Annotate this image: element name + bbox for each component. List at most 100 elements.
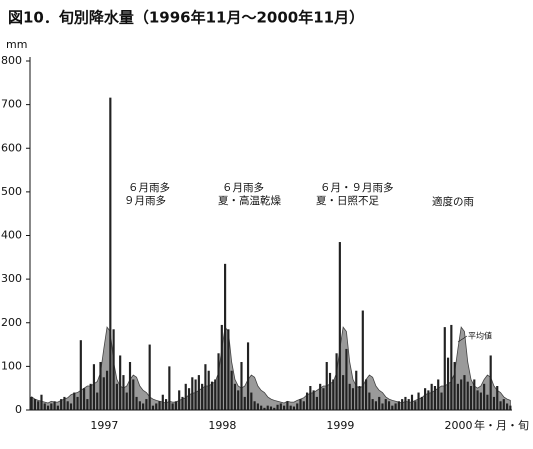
legend-label: 平均値 bbox=[468, 331, 492, 341]
bar bbox=[115, 383, 118, 410]
bar bbox=[233, 383, 237, 410]
bar bbox=[460, 379, 463, 410]
annotation: ６月雨多 bbox=[128, 181, 170, 194]
bar bbox=[214, 379, 217, 410]
bar bbox=[319, 383, 322, 410]
bar bbox=[499, 401, 502, 410]
bar bbox=[453, 362, 456, 410]
bar bbox=[351, 388, 355, 410]
bar bbox=[446, 357, 450, 410]
bar bbox=[342, 375, 345, 410]
bar bbox=[76, 396, 79, 410]
x-tick-label: 1998 bbox=[208, 419, 236, 432]
bar bbox=[158, 401, 161, 410]
bar bbox=[138, 401, 141, 410]
bar bbox=[486, 394, 489, 410]
bar bbox=[387, 401, 391, 410]
bar bbox=[273, 407, 276, 410]
bar bbox=[368, 392, 371, 410]
bar bbox=[187, 388, 191, 410]
bar bbox=[450, 324, 453, 410]
bar bbox=[260, 405, 263, 410]
annotation: 夏・日照不足 bbox=[316, 195, 379, 207]
bar bbox=[240, 362, 243, 410]
bar bbox=[69, 403, 73, 410]
bar bbox=[102, 377, 105, 410]
annotation: 適度の雨 bbox=[432, 195, 474, 208]
bar bbox=[112, 329, 115, 410]
bar bbox=[496, 386, 499, 410]
bar bbox=[420, 396, 423, 410]
bar bbox=[479, 392, 482, 410]
bar bbox=[217, 353, 220, 410]
bar bbox=[315, 396, 318, 410]
bar bbox=[394, 403, 397, 410]
y-tick-label: 100 bbox=[1, 359, 22, 372]
bar bbox=[430, 383, 433, 410]
bar bbox=[374, 401, 378, 410]
bar bbox=[151, 405, 155, 410]
bar bbox=[338, 242, 341, 410]
bar bbox=[56, 405, 59, 410]
bar bbox=[73, 392, 76, 410]
bar bbox=[443, 327, 446, 410]
y-tick-label: 600 bbox=[1, 141, 22, 154]
bar bbox=[66, 401, 69, 410]
bar bbox=[220, 324, 223, 410]
bar bbox=[227, 329, 230, 410]
bar bbox=[325, 362, 328, 410]
bar bbox=[148, 344, 151, 410]
bar bbox=[305, 392, 309, 410]
bar bbox=[381, 403, 384, 410]
bar bbox=[489, 355, 492, 410]
bar bbox=[332, 379, 335, 410]
x-tick-label: 2000 bbox=[444, 419, 472, 432]
bar bbox=[473, 379, 476, 410]
bar bbox=[168, 366, 171, 410]
bar bbox=[469, 386, 473, 410]
bar bbox=[483, 383, 486, 410]
bar bbox=[171, 403, 174, 410]
bar bbox=[119, 355, 122, 410]
bar bbox=[30, 396, 33, 410]
bar bbox=[466, 381, 469, 410]
bar bbox=[164, 399, 168, 410]
chart-title: 図10．旬別降水量（1996年11月～2000年11月） bbox=[8, 9, 364, 27]
bar bbox=[250, 392, 253, 410]
bar bbox=[194, 379, 197, 410]
bar bbox=[253, 401, 256, 410]
bar bbox=[276, 404, 279, 410]
annotation: 夏・高温乾燥 bbox=[218, 194, 281, 207]
y-tick-label: 400 bbox=[1, 229, 22, 242]
bar bbox=[384, 399, 387, 410]
bar bbox=[404, 396, 407, 410]
bar bbox=[335, 353, 338, 410]
bar bbox=[128, 362, 132, 410]
bar bbox=[63, 396, 66, 410]
bar bbox=[358, 386, 361, 410]
bar bbox=[322, 388, 325, 410]
bar bbox=[224, 263, 227, 410]
bar bbox=[161, 394, 164, 410]
bar bbox=[142, 403, 145, 410]
bar bbox=[132, 379, 135, 410]
x-tick-label: 1999 bbox=[326, 419, 354, 432]
bar bbox=[89, 383, 92, 410]
bar bbox=[178, 390, 181, 410]
bar bbox=[292, 406, 296, 410]
bar bbox=[246, 342, 250, 410]
x-axis-label: 年・月・旬 bbox=[474, 418, 529, 432]
bar bbox=[263, 407, 266, 410]
bar bbox=[401, 399, 404, 410]
bar bbox=[210, 381, 214, 410]
y-tick-label: 200 bbox=[1, 316, 22, 329]
bar bbox=[296, 403, 299, 410]
bar bbox=[355, 370, 358, 410]
bar bbox=[371, 399, 374, 410]
bar bbox=[109, 97, 112, 411]
bar bbox=[155, 403, 158, 410]
bar bbox=[312, 390, 315, 410]
bar bbox=[243, 396, 246, 410]
y-tick-label: 700 bbox=[1, 98, 22, 111]
